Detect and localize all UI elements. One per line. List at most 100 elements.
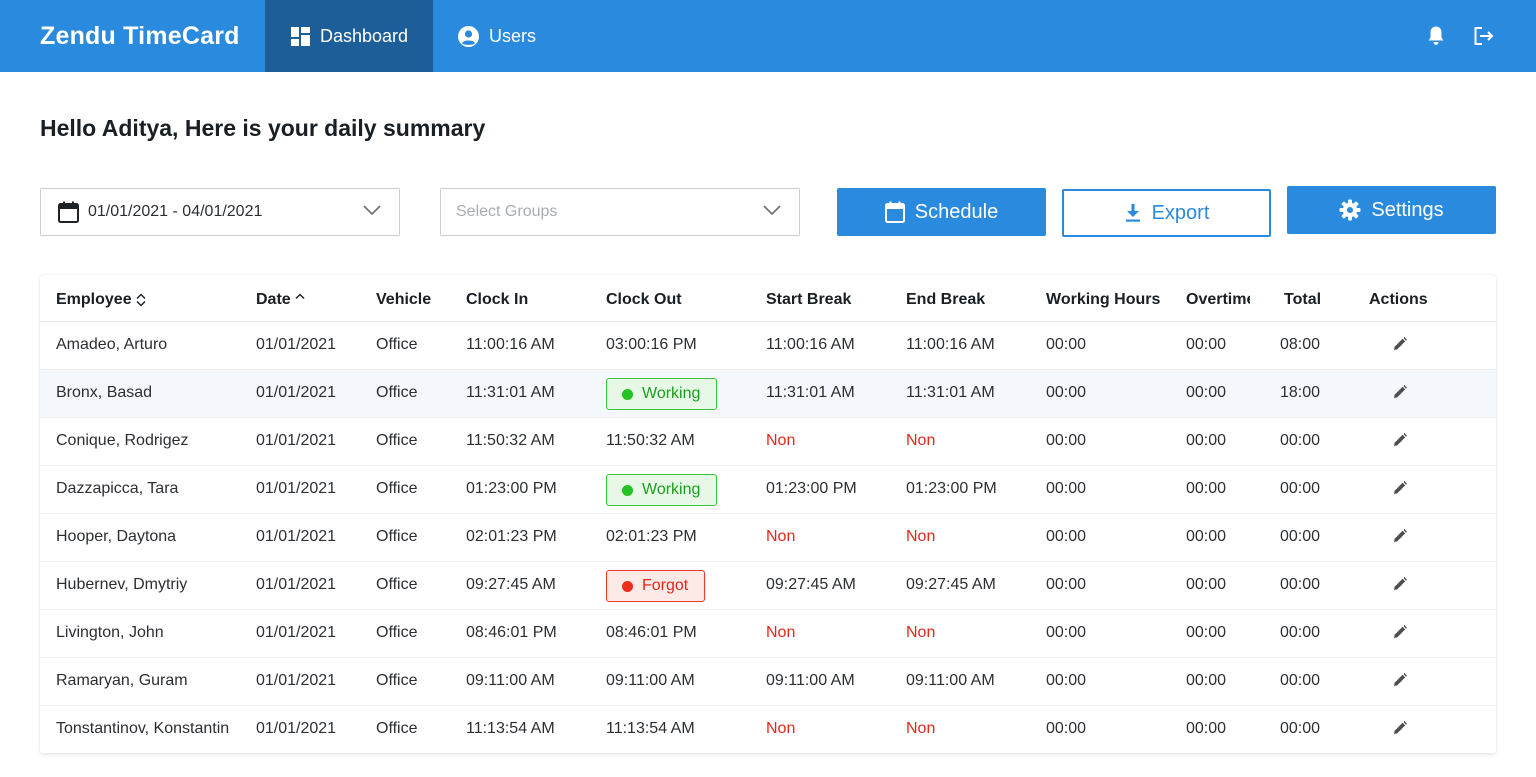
cell-vehicle: Office [376, 384, 418, 401]
cell-date: 01/01/2021 [256, 624, 337, 641]
settings-button-label: Settings [1371, 198, 1444, 221]
cell-overtime: 00:00 [1186, 528, 1227, 545]
cell-clock-in: 11:31:01 AM [466, 384, 555, 401]
edit-pencil-icon[interactable] [1392, 384, 1408, 400]
cell-vehicle: Office [376, 480, 418, 497]
edit-pencil-icon[interactable] [1392, 576, 1408, 592]
cell-start-break: 01:23:00 PM [766, 480, 857, 497]
cell-vehicle: Office [376, 576, 418, 593]
column-header-start-break: Start Break [766, 291, 851, 309]
bell-icon[interactable] [1424, 24, 1448, 48]
export-button[interactable]: Export [1062, 189, 1271, 237]
edit-pencil-icon[interactable] [1392, 432, 1408, 448]
cell-employee: Bronx, Basad [56, 384, 153, 401]
edit-pencil-icon[interactable] [1392, 528, 1408, 544]
status-badge-label: Forgot [642, 577, 689, 594]
status-badge: Working [606, 378, 717, 410]
cell-start-break: Non [766, 624, 796, 641]
settings-button[interactable]: Settings [1287, 186, 1496, 234]
cell-employee: Hubernev, Dmytriy [56, 576, 188, 593]
status-dot-icon [622, 388, 633, 400]
chevron-down-icon [763, 205, 781, 216]
date-range-value: 01/01/2021 - 04/01/2021 [88, 203, 263, 220]
cell-working-hours: 00:00 [1046, 672, 1087, 689]
download-icon [1125, 204, 1140, 222]
cell-start-break: Non [766, 528, 796, 545]
select-groups-dropdown[interactable]: Select Groups [440, 188, 800, 236]
edit-pencil-icon[interactable] [1392, 624, 1408, 640]
table-row[interactable]: Amadeo, Arturo 01/01/2021 Office 11:00:16 A… [40, 322, 1496, 370]
timecard-table: Employee Date Vehicle Clock In Clock Out… [40, 275, 1496, 753]
user-circle-icon [458, 25, 479, 47]
cell-clock-in: 02:01:23 PM [466, 528, 557, 545]
table-row[interactable]: Ramaryan, Guram 01/01/2021 Office 09:11:00 … [40, 658, 1496, 706]
table-row[interactable]: Hooper, Daytona 01/01/2021 Office 02:01:23 … [40, 514, 1496, 562]
edit-pencil-icon[interactable] [1392, 720, 1408, 736]
cell-overtime: 00:00 [1186, 624, 1227, 641]
column-header-label: Start Break [766, 291, 852, 308]
cell-clock-in: 08:46:01 PM [466, 624, 557, 641]
column-header-label: End Break [906, 291, 986, 308]
cell-working-hours: 00:00 [1046, 384, 1087, 401]
cell-clock-out: 03:00:16 PM [606, 336, 697, 353]
cell-employee: Livington, John [56, 624, 164, 641]
cell-end-break: 01:23:00 PM [906, 480, 997, 497]
cell-end-break: Non [906, 432, 936, 449]
edit-pencil-icon[interactable] [1392, 672, 1408, 688]
cell-clock-out: 11:50:32 AM [606, 432, 695, 449]
select-groups-placeholder: Select Groups [456, 203, 558, 220]
dashboard-icon [291, 26, 310, 46]
cell-start-break: 11:00:16 AM [766, 336, 855, 353]
cell-end-break: 09:27:45 AM [906, 576, 996, 593]
column-header-employee[interactable]: Employee [56, 291, 146, 309]
cell-end-break: 11:00:16 AM [906, 336, 995, 353]
cell-end-break: 09:11:00 AM [906, 672, 995, 689]
column-header-label: Overtime [1186, 291, 1250, 308]
column-header-date[interactable]: Date [256, 291, 305, 309]
cell-total: 00:00 [1280, 672, 1321, 689]
cell-working-hours: 00:00 [1046, 720, 1087, 737]
cell-total: 00:00 [1280, 624, 1321, 641]
cell-overtime: 00:00 [1186, 672, 1227, 689]
nav-dashboard[interactable]: Dashboard [265, 0, 433, 72]
cell-total: 00:00 [1280, 528, 1321, 545]
status-dot-icon [622, 580, 633, 592]
table-row[interactable]: Dazzapicca, Tara 01/01/2021 Office 01:23:00… [40, 466, 1496, 514]
column-header-label: Vehicle [376, 291, 432, 308]
cell-employee: Conique, Rodrigez [56, 432, 189, 449]
nav-dashboard-label: Dashboard [320, 25, 409, 46]
date-range-picker[interactable]: 01/01/2021 - 04/01/2021 [40, 188, 400, 236]
cell-clock-in: 11:13:54 AM [466, 720, 555, 737]
status-dot-icon [622, 484, 633, 496]
cell-end-break: Non [906, 720, 936, 737]
table-row[interactable]: Livington, John 01/01/2021 Office 08:46:01 … [40, 610, 1496, 658]
cell-clock-in: 01:23:00 PM [466, 480, 557, 497]
table-row[interactable]: Conique, Rodrigez 01/01/2021 Office 11:50:3… [40, 418, 1496, 466]
edit-pencil-icon[interactable] [1392, 336, 1408, 352]
schedule-button[interactable]: Schedule [837, 188, 1046, 236]
cell-overtime: 00:00 [1186, 384, 1227, 401]
cell-working-hours: 00:00 [1046, 336, 1087, 353]
edit-pencil-icon[interactable] [1392, 480, 1408, 496]
table-row[interactable]: Tonstantinov, Konstantin 01/01/2021 Office… [40, 706, 1496, 753]
column-header-label: Clock Out [606, 291, 682, 308]
calendar-icon [58, 201, 79, 223]
nav-users[interactable]: Users [458, 0, 578, 72]
column-header-clock-in: Clock In [466, 291, 528, 309]
table-row[interactable]: Hubernev, Dmytriy 01/01/2021 Office 09:27:4… [40, 562, 1496, 610]
cell-total: 00:00 [1280, 480, 1321, 497]
cell-vehicle: Office [376, 672, 418, 689]
cell-clock-out: 11:13:54 AM [606, 720, 695, 737]
logout-icon[interactable] [1472, 24, 1496, 48]
status-badge-label: Working [642, 385, 701, 402]
column-header-label: Date [256, 291, 291, 308]
cell-date: 01/01/2021 [256, 384, 337, 401]
status-badge-label: Working [642, 481, 701, 498]
cell-clock-out: 02:01:23 PM [606, 528, 697, 545]
cell-working-hours: 00:00 [1046, 480, 1087, 497]
cell-date: 01/01/2021 [256, 720, 337, 737]
table-row[interactable]: Bronx, Basad 01/01/2021 Office 11:31:01 AM W… [40, 370, 1496, 418]
cell-employee: Dazzapicca, Tara [56, 480, 179, 497]
cell-date: 01/01/2021 [256, 432, 337, 449]
cell-start-break: 09:11:00 AM [766, 672, 855, 689]
